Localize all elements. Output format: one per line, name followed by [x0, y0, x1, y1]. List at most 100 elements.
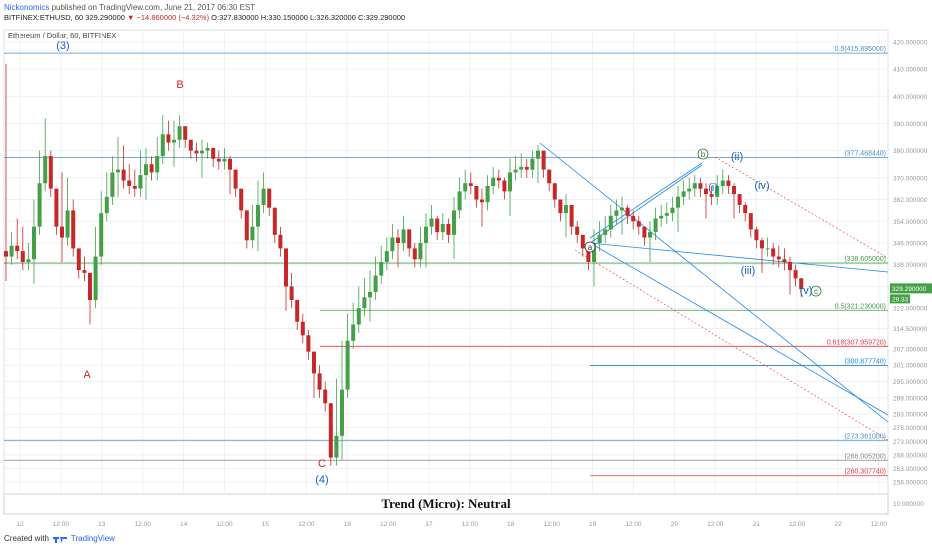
candle: [194, 150, 199, 154]
candle: [799, 278, 804, 290]
candle: [295, 300, 300, 322]
candle: [547, 169, 552, 184]
candle: [603, 229, 608, 235]
candle: [625, 207, 630, 216]
y-tick-label: 283.000000: [893, 412, 928, 419]
candle: [704, 188, 708, 195]
candle: [65, 210, 70, 238]
candle: [15, 245, 20, 252]
candle: [412, 248, 417, 260]
candle: [289, 286, 294, 301]
candle: [474, 185, 479, 200]
candle: [608, 215, 613, 230]
footer: Created with TradingView: [4, 534, 115, 543]
level-label: 0.5(321.230000): [835, 303, 886, 310]
y-tick-label: 268.000000: [893, 452, 928, 459]
wave-circle: [810, 285, 822, 297]
candle: [328, 403, 333, 458]
x-tick-label: 17: [425, 521, 433, 528]
level-label: (377.468440): [844, 151, 886, 158]
trend-line: [589, 242, 889, 273]
x-tick-label: 12: [16, 521, 24, 528]
candle: [676, 196, 680, 208]
wave-label: (iv): [754, 180, 769, 192]
plot-area: [3, 29, 889, 496]
candle: [776, 256, 781, 260]
trend-line: [714, 156, 889, 259]
candle: [692, 183, 697, 189]
publish-info: Nickonomics published on TradingView.com…: [4, 3, 255, 12]
candle: [32, 226, 36, 260]
y-tick-label: 307.000000: [893, 346, 928, 353]
candle: [60, 226, 64, 238]
candle: [782, 259, 787, 262]
candle: [642, 226, 647, 238]
trend-line: [589, 164, 703, 244]
candle: [519, 166, 524, 170]
x-tick-label: 12:00: [135, 521, 152, 528]
candle: [502, 180, 507, 192]
candle: [312, 351, 316, 374]
y-tick-label: 278.000000: [893, 425, 928, 432]
candle: [636, 221, 641, 227]
candle: [681, 191, 686, 197]
candle: [149, 164, 154, 173]
candle: [513, 169, 518, 173]
author-link[interactable]: Nickonomics: [4, 3, 50, 12]
candle: [351, 324, 356, 341]
candle: [104, 196, 109, 214]
candle: [760, 240, 764, 249]
price-chart[interactable]: Ethereum / Dollar, 60, BITFINEX 0.5(415.8…: [0, 22, 932, 532]
candle: [48, 156, 53, 189]
wave-circle: [584, 241, 596, 253]
candle: [536, 150, 540, 159]
trend-channels: [539, 142, 889, 441]
wave-circle: [697, 148, 709, 160]
candle: [256, 204, 260, 227]
candles: [4, 63, 804, 466]
x-tick-label: 12:00: [544, 521, 561, 528]
candle: [362, 297, 367, 309]
candle: [9, 245, 14, 257]
wave-label: (4): [315, 474, 328, 486]
candle: [424, 226, 428, 243]
candle: [440, 223, 445, 233]
candle: [4, 251, 8, 257]
tradingview-brand-link[interactable]: TradingView: [70, 534, 115, 543]
level-label: (338.605000): [844, 256, 886, 263]
candle: [211, 147, 216, 159]
y-tick-label: 400.000000: [893, 94, 928, 101]
annotation-text: Trend (Micro): Neutral: [381, 496, 511, 511]
candle: [726, 180, 731, 186]
symbol-info: BITFINEX:ETHUSD, 60 329.290000 ▼ −14.860…: [4, 13, 405, 22]
candle: [43, 156, 48, 184]
candle: [586, 248, 591, 262]
candle: [239, 188, 244, 211]
y-tick-label: 362.000000: [893, 197, 928, 204]
published-text: published on TradingView.com, June 21, 2…: [51, 3, 256, 12]
level-label: (300.877740): [844, 359, 886, 366]
candle: [228, 158, 232, 170]
symbol-label: BITFINEX:ETHUSD, 60: [4, 13, 84, 22]
y-tick-label: 390.000000: [893, 121, 928, 128]
candle: [631, 215, 636, 222]
candle: [368, 291, 372, 298]
y-tick-label: 314.500000: [893, 326, 928, 333]
wave-label: C: [318, 458, 326, 470]
chart-title: Ethereum / Dollar, 60, BITFINEX: [8, 31, 116, 40]
wave-label: A: [83, 369, 91, 381]
x-tick-label: 12:00: [462, 521, 479, 528]
x-tick-label: 15: [262, 521, 270, 528]
x-tick-label: 12:00: [789, 521, 806, 528]
y-tick-label: 289.000000: [893, 395, 928, 402]
x-tick-label: 12:00: [298, 521, 315, 528]
candle: [653, 218, 658, 233]
candle: [648, 232, 652, 238]
candle: [564, 204, 568, 214]
y-tick-label: 370.000000: [893, 175, 928, 182]
x-tick-label: 22: [834, 521, 842, 528]
y-tick-label: 301.000000: [893, 363, 928, 370]
price-change: ▼ −14.860000 (−4.32%): [127, 13, 210, 22]
candle: [401, 229, 406, 243]
candle: [720, 180, 725, 186]
